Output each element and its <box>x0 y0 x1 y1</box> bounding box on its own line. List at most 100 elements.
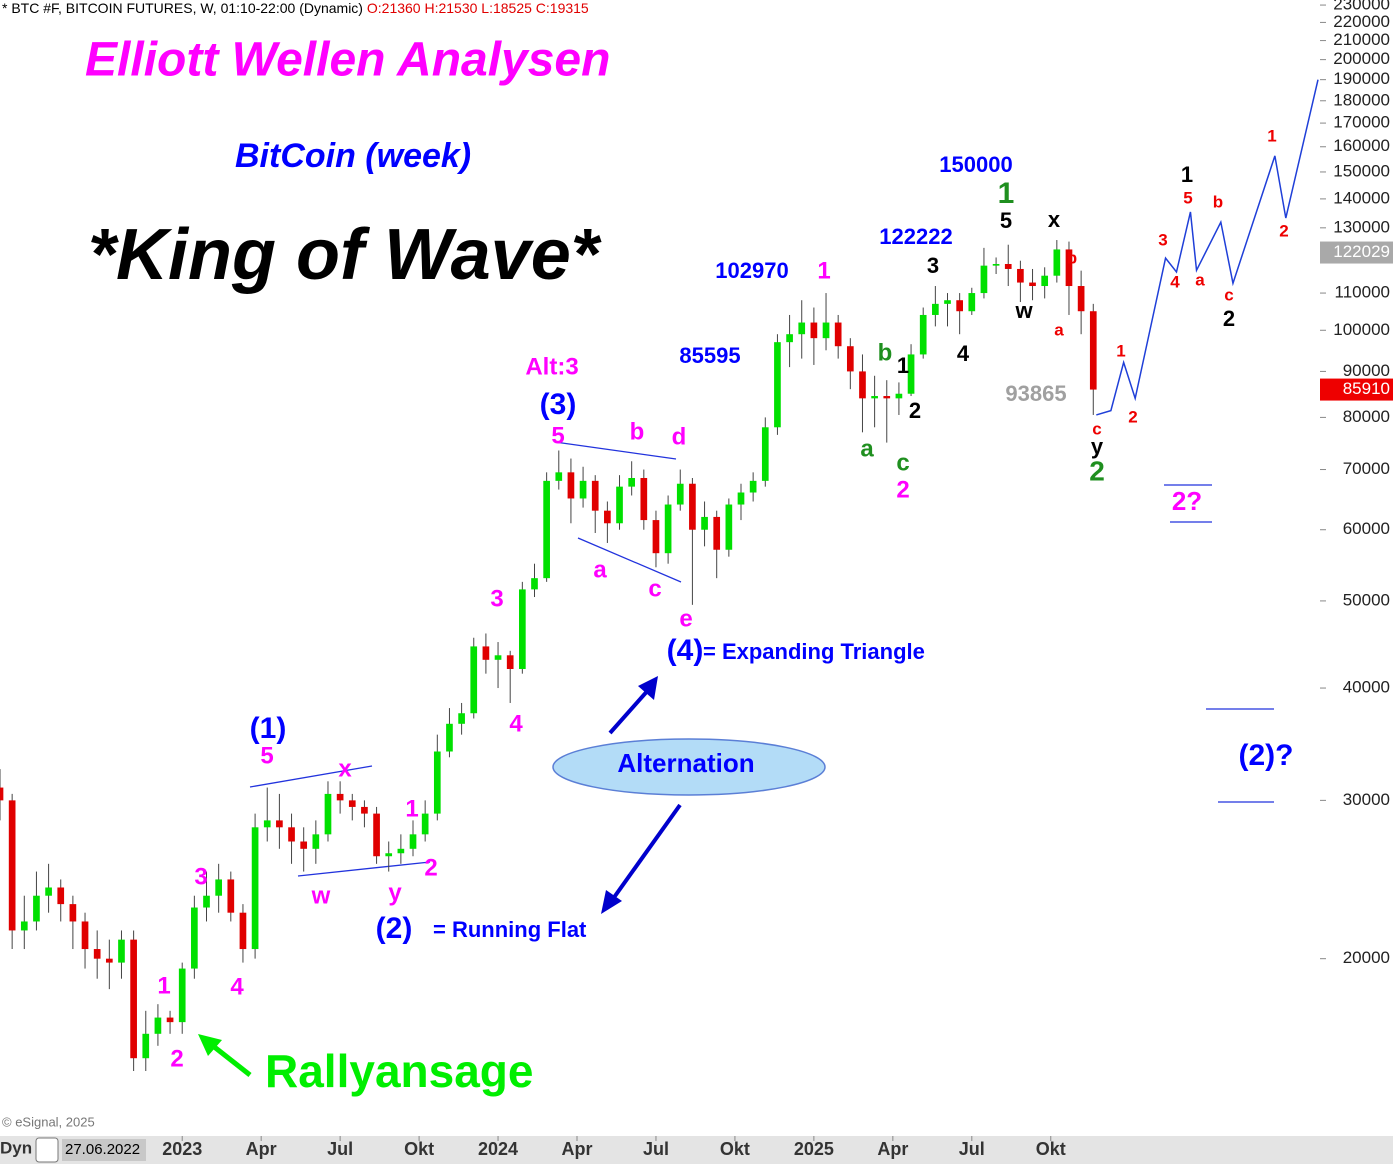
candle-body <box>1041 275 1049 287</box>
y-tick-label: 90000 <box>1343 361 1390 380</box>
candle-body <box>749 480 757 493</box>
candle-body <box>33 895 40 922</box>
annotation: (2) <box>376 912 413 945</box>
annotation: 4 <box>957 341 970 366</box>
candle-body <box>1004 263 1012 269</box>
candle-body <box>676 483 684 505</box>
candle-body <box>980 265 988 294</box>
candle-body <box>324 793 332 835</box>
annotation: a <box>593 556 607 583</box>
annotation: a <box>860 435 874 462</box>
candle-body <box>786 334 793 343</box>
header-symbol: * BTC #F, BITCOIN FUTURES, W, 01:10-22:0… <box>2 0 363 16</box>
annotation: d <box>672 423 687 450</box>
lock-icon[interactable] <box>35 1137 59 1163</box>
candle-body <box>312 834 320 849</box>
candle-body <box>1053 249 1061 276</box>
annotation: 1 <box>897 353 909 378</box>
candle-body <box>992 263 1000 266</box>
annotation: 2 <box>1279 221 1288 240</box>
annotation: 5 <box>1183 188 1192 207</box>
candle-body <box>373 813 380 857</box>
y-tick-label: 160000 <box>1333 136 1390 155</box>
candle-body <box>178 968 186 1023</box>
candle-body <box>446 723 453 752</box>
candle-body <box>579 480 587 499</box>
candle-body <box>20 921 28 931</box>
annotation: 85595 <box>679 343 740 368</box>
annotation: (1) <box>250 712 287 745</box>
annotation: 3 <box>1158 230 1167 249</box>
candle-body <box>919 314 927 355</box>
header-ohlc: O:21360 H:21530 L:18525 C:19315 <box>367 0 589 16</box>
candle-body <box>130 939 137 1059</box>
reference-price-tag-bg <box>1320 241 1393 264</box>
candle-body <box>664 504 672 554</box>
annotation: 3 <box>490 585 503 612</box>
annotation: x <box>338 755 352 782</box>
annotation: (3) <box>540 388 577 421</box>
annotation: 1 <box>817 257 830 284</box>
y-tick-label: 30000 <box>1343 790 1390 809</box>
candle-body <box>215 879 222 896</box>
annotation: a <box>1054 320 1064 339</box>
annotation: b <box>1067 248 1077 267</box>
candle-body <box>616 486 623 524</box>
y-tick-label: 50000 <box>1343 590 1390 609</box>
candle-body <box>531 578 538 590</box>
candle-body <box>458 713 465 724</box>
candle-body <box>652 520 660 554</box>
candle-body <box>895 393 903 399</box>
annotation: y <box>388 879 402 906</box>
alternation-ellipse <box>552 738 826 796</box>
annotation: 1 <box>1267 126 1276 145</box>
x-tick-label: 2023 <box>162 1139 202 1159</box>
annotation: a <box>1195 270 1205 289</box>
candle-body <box>142 1033 150 1059</box>
candle-body <box>166 1017 174 1023</box>
x-tick-label: Apr <box>246 1139 277 1159</box>
candle-body <box>543 480 550 579</box>
start-date: 27.06.2022 <box>65 1141 140 1158</box>
annotation: 2 <box>1223 306 1235 331</box>
annotation: 3 <box>927 253 939 278</box>
candle-body <box>361 806 368 814</box>
candle-body <box>591 480 599 511</box>
candle-body <box>433 751 441 814</box>
annotation: 102970 <box>715 258 788 283</box>
candle-body <box>761 427 769 481</box>
annotation: w <box>1014 298 1033 323</box>
annotation: 4 <box>509 710 523 737</box>
header: * BTC #F, BITCOIN FUTURES, W, 01:10-22:0… <box>2 0 589 16</box>
candle-body <box>1089 311 1097 390</box>
candle-body <box>628 477 636 487</box>
copyright: © eSignal, 2025 <box>2 1114 95 1129</box>
candle-body <box>506 655 514 669</box>
y-tick-label: 180000 <box>1333 90 1390 109</box>
annotation: e <box>679 605 692 632</box>
candle-body <box>883 396 891 399</box>
annotation: 5 <box>551 422 564 449</box>
x-tick-label: Jul <box>959 1139 985 1159</box>
candle-body <box>69 904 77 922</box>
mode-label: Dyn <box>0 1138 32 1157</box>
annotation: 150000 <box>939 152 1012 177</box>
y-tick-label: 210000 <box>1333 30 1390 49</box>
candle-body <box>300 841 308 849</box>
y-tick-label: 70000 <box>1343 459 1390 478</box>
y-tick-label: 60000 <box>1343 519 1390 538</box>
candle-body <box>81 921 89 950</box>
annotation: *King of Wave* <box>88 215 602 295</box>
candle-body <box>45 887 52 896</box>
annotation: = Running Flat <box>433 917 587 942</box>
x-tick-label: Jul <box>327 1139 353 1159</box>
x-tick-label: Jul <box>643 1139 669 1159</box>
candle-body <box>263 820 271 828</box>
last-price-tag: 85910 <box>1343 379 1390 398</box>
candle-body <box>239 912 247 950</box>
annotation: b <box>878 339 893 366</box>
candle-body <box>409 834 417 849</box>
candle-body <box>118 939 125 963</box>
y-tick-label: 150000 <box>1333 161 1390 180</box>
candle-body <box>798 322 806 335</box>
